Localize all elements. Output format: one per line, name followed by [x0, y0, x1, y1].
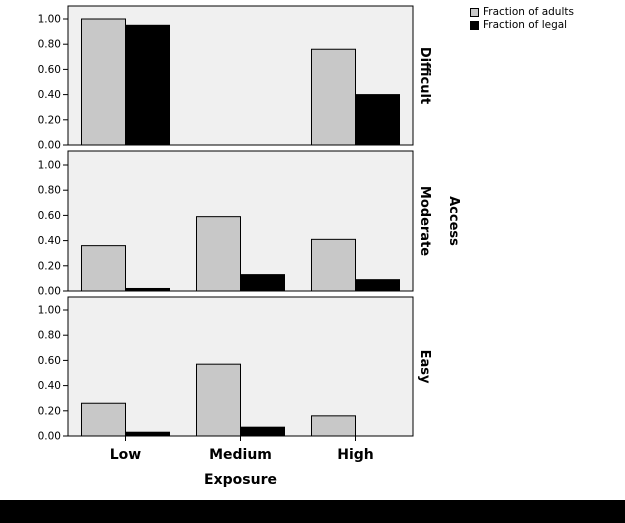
y-tick-label: 1.00 — [38, 160, 61, 172]
bar-easy-high-s0 — [311, 415, 356, 437]
bottom-band — [0, 500, 625, 523]
bar-moderate-high-s1 — [355, 279, 400, 292]
legend-label-legal: Fraction of legal — [483, 19, 568, 31]
y-tick-label: 1.00 — [38, 14, 61, 26]
y-tick-label: 0.40 — [38, 89, 61, 101]
y-tick-label: 0.00 — [38, 140, 61, 152]
bar-moderate-low-s1 — [125, 287, 170, 292]
y-tick-label: 0.60 — [38, 355, 61, 367]
bar-easy-medium-s1 — [240, 426, 285, 437]
y-tick-label: 0.00 — [38, 286, 61, 298]
y-tick-label: 0.60 — [38, 210, 61, 222]
y-tick-label: 0.40 — [38, 235, 61, 247]
bar-moderate-medium-s1 — [240, 274, 285, 292]
y-tick-label: 0.60 — [38, 64, 61, 76]
bar-difficult-high-s0 — [311, 48, 356, 146]
legend-swatch-legal — [470, 20, 479, 30]
legend: Fraction of adults Fraction of legal — [470, 6, 574, 32]
x-tick-label-medium: Medium — [209, 447, 272, 463]
y-tick-label: 0.80 — [38, 330, 61, 342]
bar-moderate-low-s0 — [81, 245, 126, 292]
y-tick-label: 0.00 — [38, 431, 61, 443]
bar-easy-low-s0 — [81, 402, 126, 437]
x-tick-label-low: Low — [110, 447, 142, 463]
bar-difficult-low-s1 — [125, 24, 170, 146]
y-tick-label: 0.80 — [38, 185, 61, 197]
x-tick-label-high: High — [337, 447, 374, 463]
y-tick-label: 0.20 — [38, 405, 61, 417]
legend-item-legal: Fraction of legal — [470, 19, 574, 31]
row-axis-title: Access — [446, 196, 461, 246]
legend-item-adults: Fraction of adults — [470, 6, 574, 18]
row-label-moderate: Moderate — [417, 186, 432, 256]
y-tick-label: 0.20 — [38, 114, 61, 126]
y-tick-label: 0.40 — [38, 380, 61, 392]
bar-easy-medium-s0 — [196, 363, 241, 437]
legend-label-adults: Fraction of adults — [483, 6, 574, 18]
legend-swatch-adults — [470, 7, 479, 17]
x-axis-title: Exposure — [204, 472, 277, 488]
y-tick-label: 0.80 — [38, 39, 61, 51]
y-tick-label: 1.00 — [38, 305, 61, 317]
bar-chart: 0.00 0.20 0.40 0.60 0.80 1.00 Difficult 0.00 0.2… — [38, 5, 461, 488]
bar-easy-low-s1 — [125, 431, 170, 437]
row-label-easy: Easy — [417, 350, 432, 384]
bar-difficult-high-s1 — [355, 94, 400, 146]
bar-moderate-medium-s0 — [196, 216, 241, 292]
bar-difficult-low-s0 — [81, 18, 126, 146]
row-label-difficult: Difficult — [417, 47, 432, 104]
bar-moderate-high-s0 — [311, 238, 356, 292]
y-tick-label: 0.20 — [38, 260, 61, 272]
chart-area: 0.00 0.20 0.40 0.60 0.80 1.00 Difficult 0.00 0.2… — [38, 5, 461, 488]
